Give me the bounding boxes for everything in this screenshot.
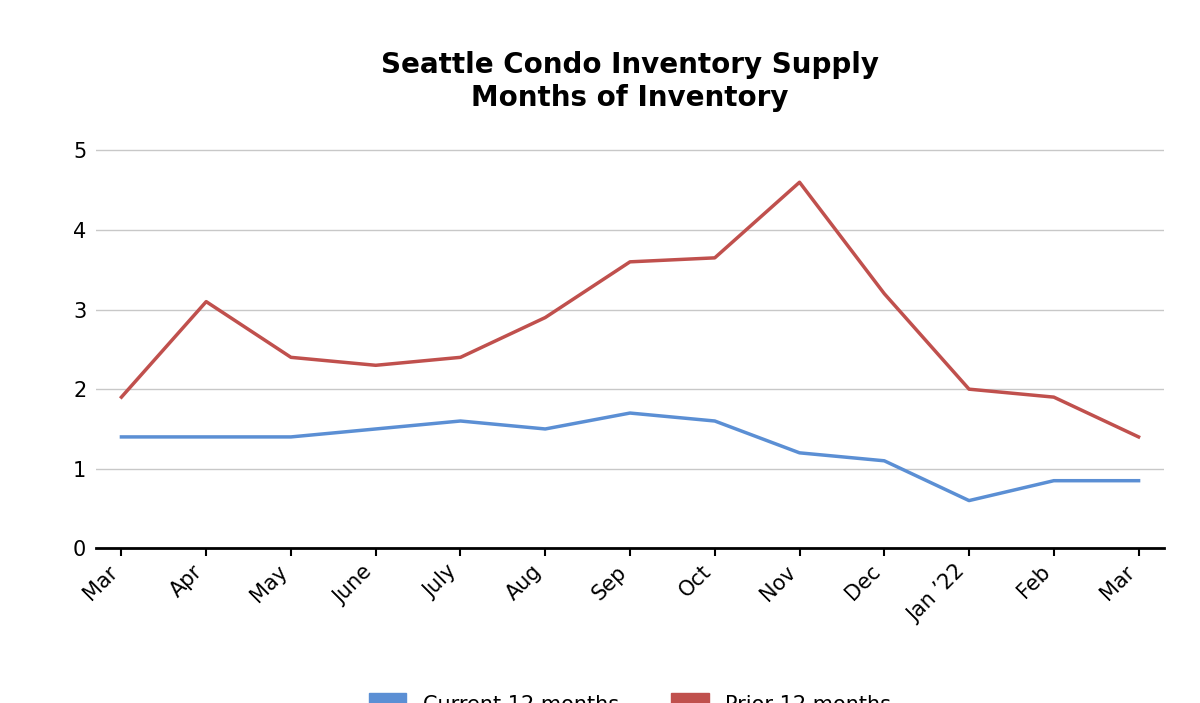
Legend: Current 12 months, Prior 12 months: Current 12 months, Prior 12 months	[368, 693, 892, 703]
Title: Seattle Condo Inventory Supply
Months of Inventory: Seattle Condo Inventory Supply Months of…	[382, 51, 878, 112]
